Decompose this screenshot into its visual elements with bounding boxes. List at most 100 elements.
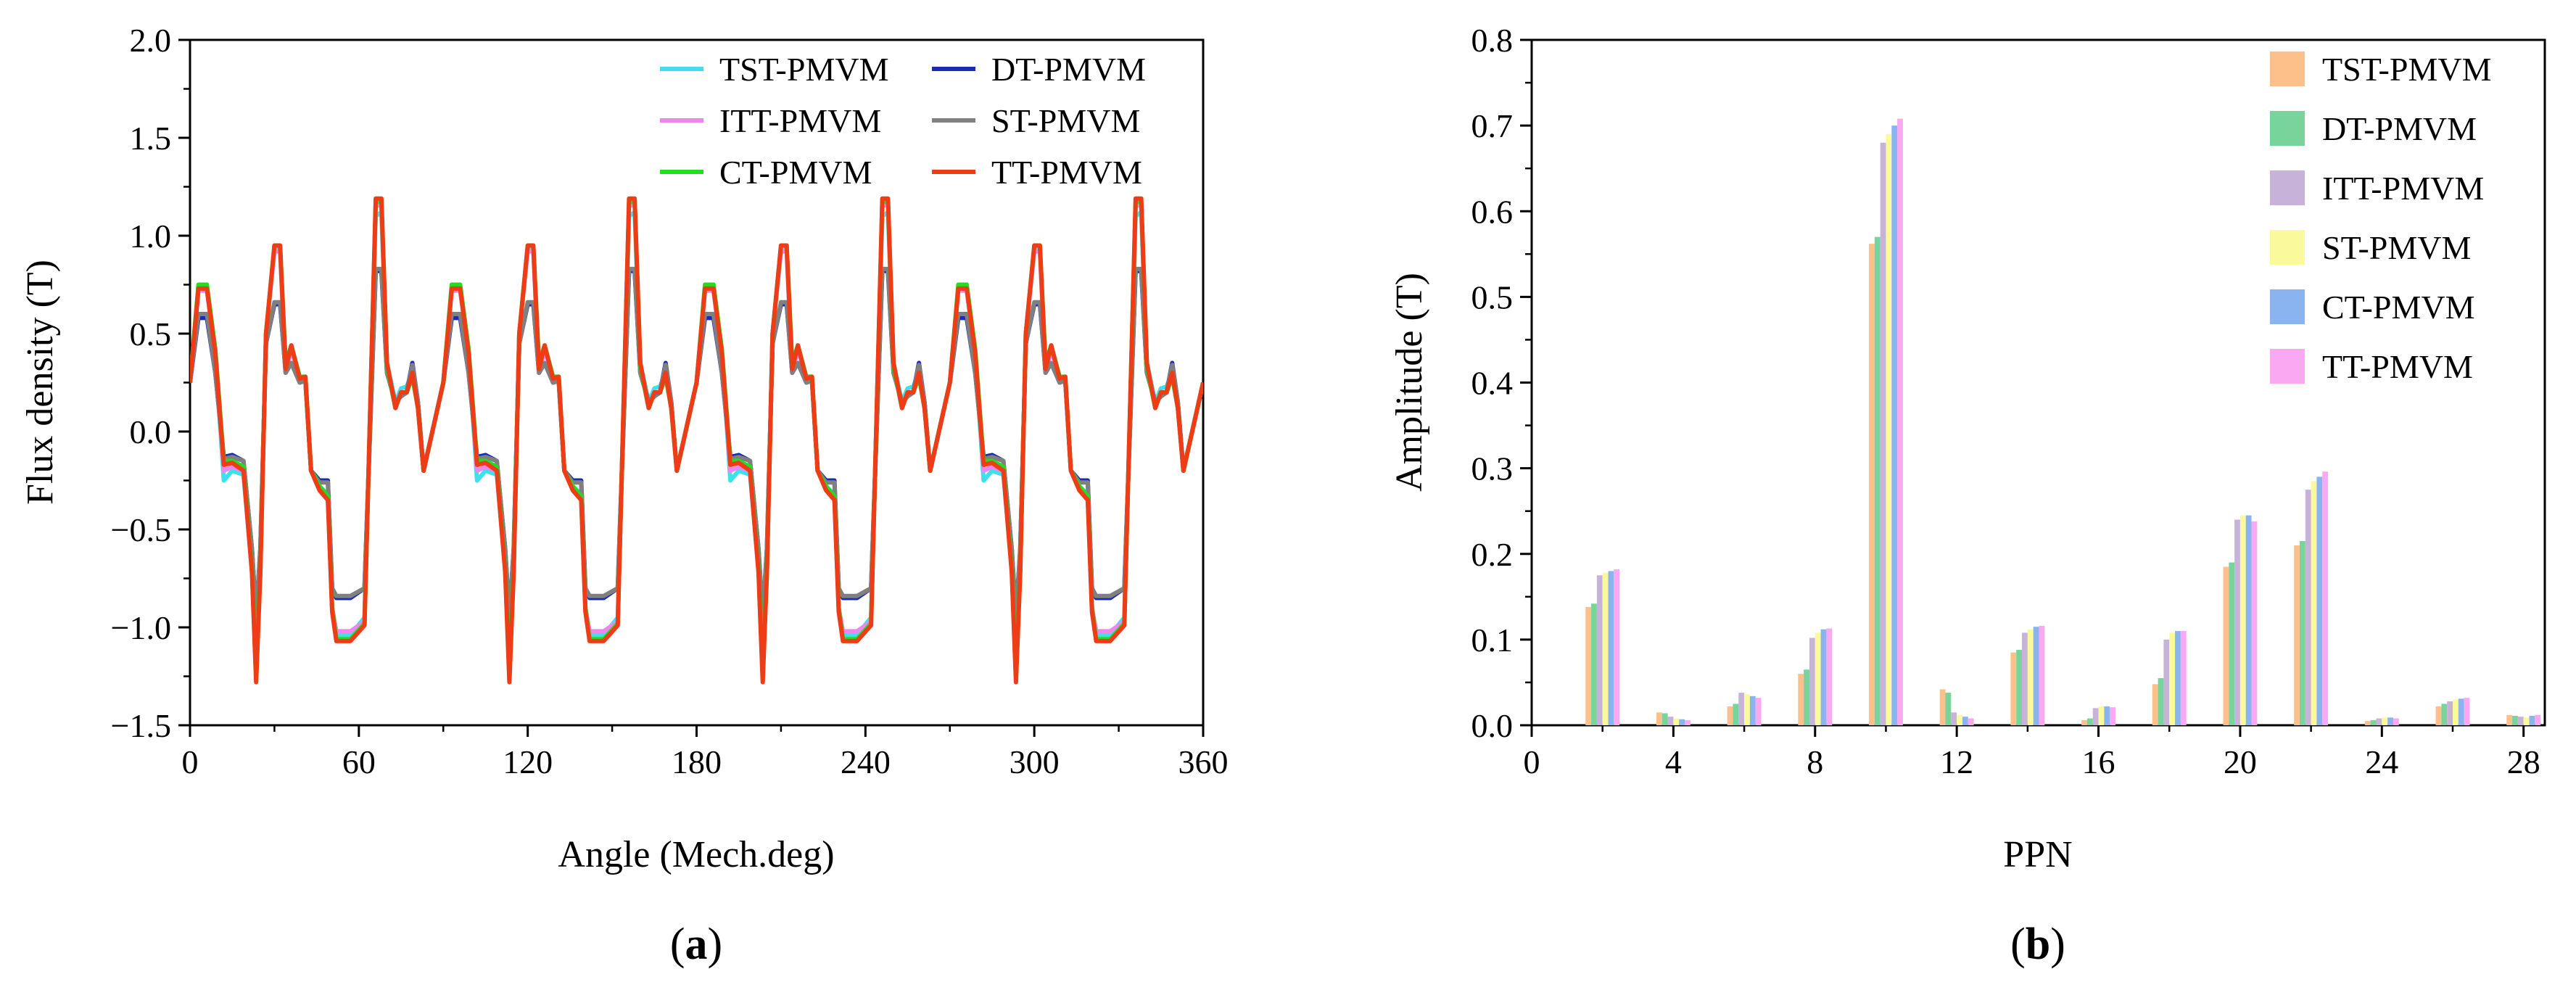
a-x-tick-label: 180 bbox=[672, 743, 722, 780]
b-bar bbox=[2039, 625, 2045, 725]
a-series-line bbox=[190, 202, 1203, 679]
panel-a-legend: TST-PMVM DT-PMVM ITT-PMVM ST-PMVM CT-PMVM TT-… bbox=[660, 51, 1146, 191]
a-legend-label: DT-PMVM bbox=[991, 51, 1146, 88]
b-bar bbox=[2299, 541, 2305, 725]
a-x-tick-label: 360 bbox=[1178, 743, 1229, 780]
b-bar bbox=[1608, 571, 1614, 725]
b-bar bbox=[2110, 707, 2115, 725]
b-bar bbox=[1667, 717, 1674, 725]
b-y-tick-label: 0.6 bbox=[1471, 193, 1514, 230]
b-bar bbox=[2322, 471, 2329, 725]
b-bar bbox=[2234, 519, 2240, 725]
b-x-tick-label: 20 bbox=[2224, 743, 2257, 780]
b-y-tick-label: 0.3 bbox=[1471, 450, 1514, 487]
b-legend-label: ST-PMVM bbox=[2322, 229, 2471, 266]
b-bar bbox=[2086, 718, 2093, 725]
b-bar bbox=[2305, 490, 2311, 725]
a-legend-label: ITT-PMVM bbox=[719, 102, 881, 139]
b-bar bbox=[1826, 628, 1833, 725]
b-bar bbox=[2027, 629, 2034, 725]
a-y-tick-label: −1.5 bbox=[111, 707, 171, 744]
b-bar bbox=[2229, 562, 2235, 725]
panel-b-bar-chart: 0 4 8 12 16 20 24 28 0.8 0.7 0.6 0.5 0.4 0.3 0.2 0.1 0.0… bbox=[1389, 22, 2546, 969]
b-bar bbox=[2387, 717, 2393, 725]
b-legend-label: ITT-PMVM bbox=[2322, 170, 2484, 207]
b-x-tick-label: 0 bbox=[1524, 743, 1540, 780]
b-bar bbox=[2441, 704, 2448, 725]
b-bar bbox=[2152, 684, 2158, 725]
b-bar bbox=[2251, 521, 2258, 725]
a-x-tick-label: 240 bbox=[841, 743, 891, 780]
b-x-tick-label: 28 bbox=[2507, 743, 2540, 780]
b-bar bbox=[2010, 652, 2017, 725]
b-x-tick-label: 16 bbox=[2082, 743, 2115, 780]
a-legend-label: TST-PMVM bbox=[719, 51, 888, 88]
a-legend-label: ST-PMVM bbox=[991, 102, 1140, 139]
a-x-tick-label: 0 bbox=[182, 743, 199, 780]
b-bar bbox=[2104, 706, 2110, 725]
b-bar bbox=[2092, 708, 2099, 725]
b-bar bbox=[1755, 698, 1762, 725]
b-bar bbox=[1673, 718, 1680, 725]
panel-b-y-axis-label: Amplitude (T) bbox=[1389, 273, 1430, 492]
b-bar bbox=[1727, 706, 1733, 725]
b-bar bbox=[1679, 719, 1685, 725]
b-bar bbox=[2376, 718, 2382, 725]
panel-b-x-axis-label: PPN bbox=[2003, 834, 2072, 875]
a-y-tick-label: 2.0 bbox=[130, 22, 172, 59]
b-bar bbox=[1602, 572, 1609, 725]
b-y-tick-label: 0.7 bbox=[1471, 107, 1514, 144]
b-legend-swatch bbox=[2270, 349, 2305, 384]
b-bar bbox=[2033, 627, 2039, 725]
b-bar bbox=[1744, 694, 1750, 725]
b-bar bbox=[2175, 631, 2181, 725]
b-bar bbox=[2535, 714, 2541, 725]
b-bar bbox=[1815, 632, 1821, 725]
b-bar bbox=[2098, 706, 2105, 725]
a-y-tick-label: −0.5 bbox=[111, 511, 171, 548]
panel-a-line-chart: 0 60 120 180 240 300 360 2.0 1.5 1.0 0.5 0.0 −0.5 −1.… bbox=[20, 22, 1229, 969]
b-bar bbox=[2022, 632, 2028, 725]
panel-a-y-axis-label: Flux density (T) bbox=[20, 260, 61, 505]
b-bar bbox=[1945, 693, 1952, 725]
b-bar bbox=[2464, 698, 2470, 725]
b-bar bbox=[2529, 716, 2535, 725]
b-x-tick-label: 24 bbox=[2365, 743, 2398, 780]
b-bar bbox=[2180, 631, 2187, 725]
b-bar bbox=[2316, 476, 2323, 725]
a-series-line bbox=[190, 268, 1203, 620]
b-y-tick-label: 0.4 bbox=[1471, 365, 1514, 402]
a-legend-label: TT-PMVM bbox=[991, 154, 1142, 191]
b-bar bbox=[1733, 704, 1739, 725]
a-y-tick-label: 0.5 bbox=[130, 315, 172, 352]
b-bar bbox=[1661, 713, 1668, 725]
b-legend-label: CT-PMVM bbox=[2322, 289, 2474, 326]
b-bar bbox=[1820, 629, 1827, 725]
b-bar bbox=[2517, 717, 2524, 725]
b-bar bbox=[2311, 481, 2317, 725]
b-y-tick-label: 0.5 bbox=[1471, 278, 1514, 315]
b-y-tick-label: 0.1 bbox=[1471, 622, 1514, 659]
a-x-tick-label: 60 bbox=[342, 743, 376, 780]
b-bar bbox=[2506, 714, 2513, 725]
b-y-tick-label: 0.8 bbox=[1471, 22, 1514, 59]
b-bar bbox=[1749, 696, 1756, 725]
a-y-tick-label: −1.0 bbox=[111, 609, 171, 646]
b-bar bbox=[2382, 717, 2388, 725]
b-bar bbox=[1685, 719, 1690, 725]
b-bar bbox=[2223, 566, 2229, 725]
b-legend-label: DT-PMVM bbox=[2322, 110, 2477, 147]
b-bar bbox=[1951, 712, 1957, 725]
b-bar bbox=[2447, 701, 2453, 725]
b-y-tick-label: 0.2 bbox=[1471, 536, 1514, 573]
b-bar bbox=[2453, 699, 2459, 725]
b-x-tick-label: 8 bbox=[1807, 743, 1823, 780]
a-legend-label: CT-PMVM bbox=[719, 154, 872, 191]
b-bar bbox=[2523, 717, 2530, 725]
b-bar bbox=[1939, 689, 1946, 725]
b-bar bbox=[1869, 244, 1875, 725]
b-bar bbox=[1968, 718, 1974, 725]
b-bar bbox=[2393, 718, 2399, 725]
b-bar bbox=[1738, 693, 1745, 725]
b-bar bbox=[2364, 721, 2371, 725]
